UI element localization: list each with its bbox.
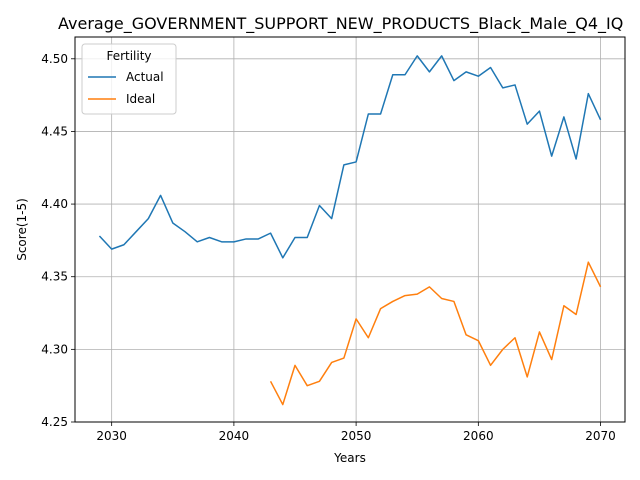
y-tick-label: 4.25: [41, 415, 68, 429]
series-line-actual: [98, 55, 602, 259]
grid-lines: [75, 37, 625, 423]
legend-label-ideal: Ideal: [126, 92, 155, 106]
x-tick-label: 2030: [96, 429, 127, 443]
axis-ticks: 2030 2040 2050 2060 2070 4.25 4.30 4.35 4.40 4.45…: [41, 52, 616, 443]
x-tick-label: 2060: [463, 429, 494, 443]
x-axis-label: Years: [333, 451, 366, 465]
y-tick-label: 4.35: [41, 270, 68, 284]
x-tick-label: 2070: [585, 429, 616, 443]
series-line-ideal: [269, 261, 602, 406]
x-tick-label: 2040: [219, 429, 250, 443]
y-tick-label: 4.50: [41, 52, 68, 66]
y-tick-label: 4.30: [41, 342, 68, 356]
chart-title: Average_GOVERNMENT_SUPPORT_NEW_PRODUCTS_…: [58, 14, 623, 34]
series-lines: [98, 55, 602, 406]
legend-box: [81, 43, 177, 115]
plot-area-frame: [74, 36, 626, 423]
legend-label-actual: Actual: [126, 70, 164, 84]
y-tick-label: 4.45: [41, 124, 68, 138]
legend-title: Fertility: [106, 49, 151, 63]
y-tick-label: 4.40: [41, 197, 68, 211]
legend: Fertility Actual Ideal: [81, 43, 177, 115]
y-axis-label: Score(1-5): [15, 198, 29, 261]
x-tick-label: 2050: [341, 429, 372, 443]
